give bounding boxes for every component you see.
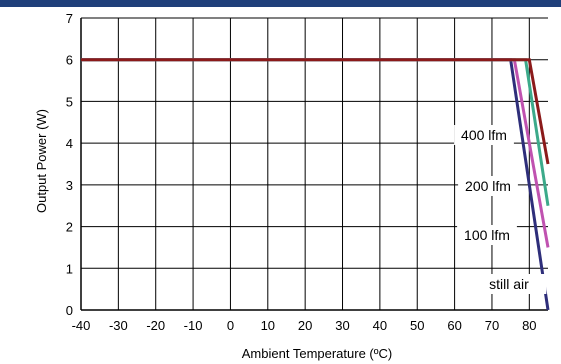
x-tick-label: 80 bbox=[522, 318, 536, 333]
series-lines bbox=[81, 58, 550, 311]
header-bar bbox=[0, 0, 561, 7]
annotations: 400 lfm 200 lfm 100 lfm still air bbox=[454, 125, 547, 294]
y-tick-label: 7 bbox=[66, 11, 73, 26]
tick-labels: -40 -30 -20 -10 0 10 20 30 40 50 60 70 80 0 1 2 3 4 5 6 7 bbox=[66, 11, 537, 333]
x-tick-label: 30 bbox=[335, 318, 349, 333]
y-tick-label: 0 bbox=[66, 303, 73, 318]
annotation-label: 200 lfm bbox=[465, 178, 511, 194]
annotation-label: 100 lfm bbox=[464, 227, 510, 243]
x-tick-label: 50 bbox=[410, 318, 424, 333]
annotation-background bbox=[458, 176, 518, 196]
annotation-background bbox=[457, 225, 517, 245]
x-tick-label: 0 bbox=[227, 318, 234, 333]
x-tick-label: 70 bbox=[485, 318, 499, 333]
series-line-400-lfm bbox=[81, 58, 550, 165]
y-tick-label: 6 bbox=[66, 53, 73, 68]
y-tick-label: 2 bbox=[66, 220, 73, 235]
y-tick-label: 3 bbox=[66, 178, 73, 193]
annotation-background bbox=[471, 274, 547, 294]
annotation-label: still air bbox=[489, 276, 529, 292]
x-tick-label: -30 bbox=[109, 318, 128, 333]
series-line-100-lfm bbox=[81, 58, 550, 248]
x-axis-title: Ambient Temperature (ºC) bbox=[242, 346, 392, 361]
x-tick-label: -40 bbox=[72, 318, 91, 333]
y-tick-label: 4 bbox=[66, 136, 73, 151]
annotation-label: 400 lfm bbox=[461, 127, 507, 143]
x-tick-label: 20 bbox=[298, 318, 312, 333]
y-tick-label: 5 bbox=[66, 94, 73, 109]
y-axis-title: Output Power (W) bbox=[34, 109, 49, 213]
grid bbox=[80, 17, 548, 311]
x-tick-label: 10 bbox=[261, 318, 275, 333]
x-tick-label: 60 bbox=[447, 318, 461, 333]
annotation-background bbox=[454, 125, 514, 145]
x-tick-label: -10 bbox=[184, 318, 203, 333]
y-tick-label: 1 bbox=[66, 261, 73, 276]
x-tick-label: -20 bbox=[146, 318, 165, 333]
x-tick-label: 40 bbox=[373, 318, 387, 333]
